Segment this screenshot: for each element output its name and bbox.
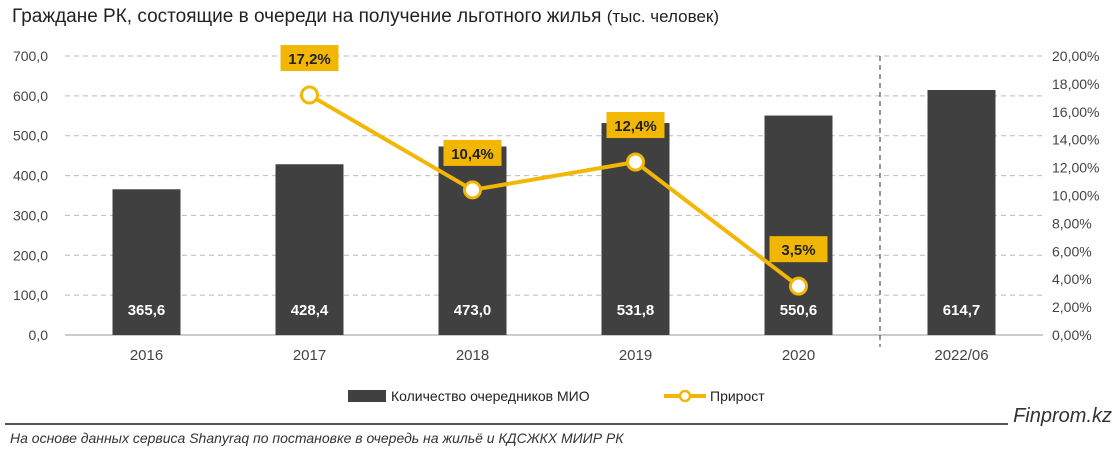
- growth-data-label: 3,5%: [781, 242, 815, 259]
- bar-data-label: 365,6: [128, 302, 166, 319]
- left-tick-label: 600,0: [13, 88, 48, 104]
- growth-point: [300, 85, 319, 105]
- bar: [112, 189, 181, 335]
- left-tick-label: 0,0: [29, 327, 49, 343]
- left-tick-label: 300,0: [13, 207, 48, 223]
- right-tick-label: 18,00%: [1052, 76, 1099, 92]
- bar-data-label: 614,7: [943, 302, 981, 319]
- left-tick-label: 400,0: [13, 168, 48, 184]
- right-tick-label: 14,00%: [1052, 132, 1099, 148]
- growth-label-box: [280, 45, 339, 72]
- bar: [275, 164, 344, 335]
- growth-data-label: 10,4%: [451, 146, 494, 163]
- right-tick-label: 12,00%: [1052, 160, 1099, 176]
- chart-title: Граждане РК, состоящие в очереди на полу…: [12, 6, 720, 27]
- bar-data-label: 550,6: [780, 302, 818, 319]
- growth-line: [308, 93, 800, 288]
- growth-label-box: [443, 139, 502, 166]
- x-tick-label: 2017: [293, 347, 326, 364]
- right-tick-label: 0,00%: [1052, 327, 1092, 343]
- bar-data-label: 531,8: [617, 302, 655, 319]
- bar-data-label: 428,4: [291, 302, 329, 319]
- growth-data-label: 12,4%: [614, 118, 657, 135]
- x-tick-label: 2016: [130, 347, 163, 364]
- growth-point: [463, 180, 482, 200]
- bar-data-label: 473,0: [454, 302, 492, 319]
- legend-line-marker: [678, 389, 692, 403]
- x-tick-label: 2022/06: [934, 347, 988, 364]
- source-note: На основе данных сервиса Shanyraq по пос…: [10, 430, 624, 446]
- brand-logo: Finprom.kz: [1013, 405, 1112, 427]
- left-tick-label: 100,0: [13, 287, 48, 303]
- legend-bar-swatch: [348, 390, 386, 402]
- legend-bar-label: Количество очередников МИО: [391, 388, 590, 404]
- growth-data-label: 17,2%: [288, 51, 331, 68]
- right-tick-label: 4,00%: [1052, 271, 1092, 287]
- left-tick-label: 200,0: [13, 247, 48, 263]
- growth-point: [789, 276, 808, 296]
- right-tick-label: 8,00%: [1052, 215, 1092, 231]
- left-tick-label: 700,0: [13, 48, 48, 64]
- right-tick-label: 2,00%: [1052, 299, 1092, 315]
- right-tick-label: 6,00%: [1052, 243, 1092, 259]
- right-tick-label: 10,00%: [1052, 188, 1099, 204]
- bar: [764, 115, 833, 335]
- legend-line-label: Прирост: [710, 388, 765, 404]
- growth-label-box: [769, 236, 828, 263]
- x-tick-label: 2020: [782, 347, 815, 364]
- growth-label-box: [606, 112, 665, 139]
- x-tick-label: 2018: [456, 347, 489, 364]
- left-tick-label: 500,0: [13, 128, 48, 144]
- right-tick-label: 20,00%: [1052, 48, 1099, 64]
- x-tick-label: 2019: [619, 347, 652, 364]
- bar: [927, 89, 996, 336]
- right-tick-label: 16,00%: [1052, 104, 1099, 120]
- growth-point: [626, 152, 645, 172]
